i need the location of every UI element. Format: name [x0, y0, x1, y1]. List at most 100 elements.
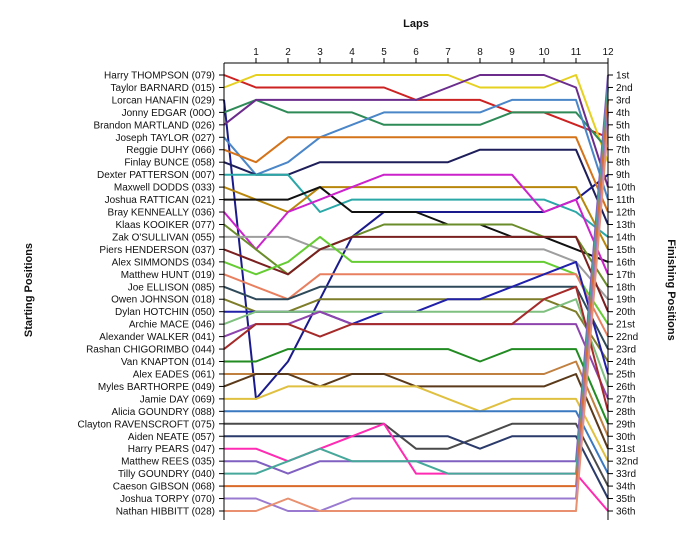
- finish-position-label: 35th: [616, 494, 635, 505]
- finish-position-label: 3rd: [616, 95, 630, 106]
- finish-position-label: 7th: [616, 145, 630, 156]
- start-position-label: Owen JOHNSON (018): [111, 295, 215, 306]
- finish-position-label: 30th: [616, 432, 635, 443]
- finish-position-label: 19th: [616, 295, 635, 306]
- lap-tick-label: 2: [285, 47, 291, 58]
- start-position-label: Alex EADES (061): [133, 369, 215, 380]
- finish-position-label: 1st: [616, 71, 630, 82]
- finish-position-label: 31st: [616, 444, 635, 455]
- finish-position-label: 13th: [616, 220, 635, 231]
- finish-position-label: 5th: [616, 120, 630, 131]
- finish-position-label: 33rd: [616, 469, 636, 480]
- finish-position-label: 6th: [616, 133, 630, 144]
- chart-title: Laps: [403, 18, 429, 30]
- driver-series-line-14: [224, 235, 609, 300]
- lap-tick-label: 7: [445, 47, 451, 58]
- driver-series-line-34: [224, 99, 609, 488]
- finish-position-label: 10th: [616, 183, 635, 194]
- driver-series-line-17: [223, 273, 609, 338]
- driver-series-line-12: [223, 173, 609, 275]
- driver-series-line-36: [224, 124, 609, 512]
- start-position-label: Alexander WALKER (041): [99, 332, 215, 343]
- finish-position-label: 21st: [616, 320, 635, 331]
- start-position-label: Joe ELLISON (085): [128, 282, 215, 293]
- finish-position-label: 24th: [616, 357, 635, 368]
- start-position-label: Dylan HOTCHIN (050): [115, 307, 215, 318]
- start-position-label: Caeson GIBSON (068): [113, 482, 215, 493]
- driver-series-line-9: [224, 173, 609, 238]
- lap-tick-label: 6: [413, 47, 419, 58]
- start-position-label: Finlay BUNCE (058): [124, 158, 215, 169]
- driver-series-line-29: [224, 422, 609, 487]
- start-position-label: Joshua RATTICAN (021): [105, 195, 215, 206]
- driver-series-line-2: [223, 74, 609, 163]
- finish-position-label: 15th: [616, 245, 635, 256]
- driver-series-line-13: [223, 223, 609, 288]
- lap-tick-label: 4: [349, 47, 355, 58]
- finish-position-label: 17th: [616, 270, 635, 281]
- finish-position-label: 16th: [616, 257, 635, 268]
- driver-series-line-4: [223, 98, 609, 151]
- finish-position-label: 8th: [616, 158, 630, 169]
- lap-tick-label: 12: [602, 47, 614, 58]
- driver-series-line-15: [223, 235, 609, 313]
- start-position-label: Harry PEARS (047): [128, 444, 215, 455]
- lap-tick-label: 5: [381, 47, 387, 58]
- finish-position-label: 36th: [616, 507, 635, 518]
- driver-series-line-28: [224, 410, 609, 475]
- finish-position-label: 11th: [616, 195, 635, 206]
- start-position-label: Rashan CHIGORIMBO (044): [86, 345, 215, 356]
- driver-series-line-35: [224, 112, 609, 512]
- start-position-label: Matthew REES (035): [121, 457, 215, 468]
- lap-tick-label: 11: [571, 47, 582, 58]
- start-position-label: Alicia GOUNDRY (088): [111, 407, 215, 418]
- start-position-label: Myles BARTHORPE (049): [98, 382, 215, 393]
- finish-position-label: 2nd: [616, 83, 633, 94]
- lap-tick-label: 1: [253, 47, 259, 58]
- start-position-label: Clayton RAVENSCROFT (075): [78, 419, 215, 430]
- finish-position-label: 27th: [616, 394, 635, 405]
- start-position-label: Matthew HUNT (019): [121, 270, 215, 281]
- driver-series-line-7: [223, 136, 609, 213]
- finish-position-label: 34th: [616, 482, 635, 493]
- lap-tick-label: 8: [477, 47, 483, 58]
- start-position-label: Jamie DAY (069): [140, 394, 215, 405]
- lap-tick-label: 3: [317, 47, 323, 58]
- start-position-label: Lorcan HANAFIN (029): [112, 95, 215, 106]
- driver-series-line-5: [223, 74, 609, 188]
- start-position-label: Piers HENDERSON (037): [99, 245, 215, 256]
- driver-series-line-27: [224, 385, 609, 462]
- start-position-label: Maxwell DODDS (033): [114, 183, 215, 194]
- start-position-label: Taylor BARNARD (015): [111, 83, 215, 94]
- finish-position-label: 14th: [616, 232, 635, 243]
- start-position-label: Zak O'SULLIVAN (055): [112, 232, 215, 243]
- start-position-label: Joseph TAYLOR (027): [116, 133, 216, 144]
- finish-position-label: 28th: [616, 407, 635, 418]
- finish-position-label: 29th: [616, 419, 635, 430]
- driver-series-line-30: [224, 435, 609, 499]
- start-position-label: Brandon MARTLAND (026): [93, 120, 215, 131]
- start-position-label: Tilly GOUNDRY (040): [118, 469, 215, 480]
- start-position-label: Reggie DUHY (066): [126, 145, 215, 156]
- start-position-label: Alex SIMMONDS (034): [112, 257, 215, 268]
- driver-series-line-21: [223, 298, 609, 387]
- right-axis-title: Finishing Positions: [665, 239, 677, 340]
- finish-position-label: 18th: [616, 282, 635, 293]
- start-position-label: Archie MACE (046): [129, 320, 215, 331]
- axes-layer: [219, 58, 613, 520]
- finish-position-label: 22nd: [616, 332, 638, 343]
- driver-series-line-33: [224, 87, 609, 475]
- driver-series-line-18: [223, 285, 609, 350]
- start-position-label: Joshua TORPY (070): [120, 494, 215, 505]
- lap-tick-label: 9: [509, 47, 515, 58]
- start-position-label: Klaas KOOIKER (077): [116, 220, 215, 231]
- finish-position-label: 32nd: [616, 457, 638, 468]
- finish-position-label: 26th: [616, 382, 635, 393]
- finish-position-label: 25th: [616, 369, 635, 380]
- finish-position-label: 9th: [616, 170, 630, 181]
- finish-position-label: 20th: [616, 307, 635, 318]
- lap-tick-label: 10: [538, 47, 550, 58]
- start-position-label: Dexter PATTERSON (007): [97, 170, 215, 181]
